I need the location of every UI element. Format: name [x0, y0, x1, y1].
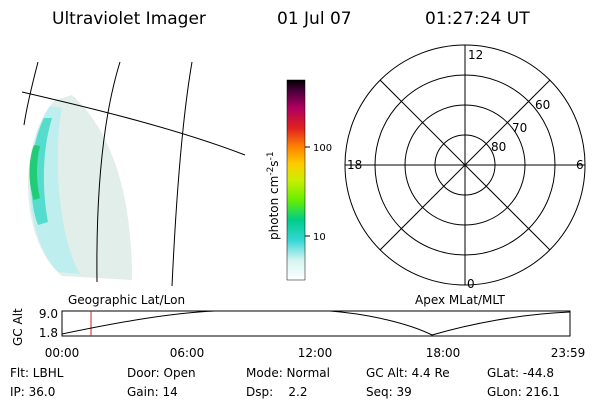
colorbar-tick-label: 100 — [313, 143, 332, 154]
mlt-label: 12 — [468, 48, 483, 62]
strip-y-label: GC Alt — [11, 308, 25, 346]
colorbar — [286, 79, 306, 281]
info-item: Mode: Normal — [246, 366, 330, 380]
strip-x-tick: 18:00 — [426, 346, 461, 360]
info-item: Door: Open — [127, 366, 196, 380]
strip-y-tick: 9.0 — [39, 307, 58, 321]
strip-left-label: Geographic Lat/Lon — [68, 293, 185, 307]
colorbar-unit: photon cm-2s-1 — [266, 151, 281, 240]
mlt-label: 18 — [347, 158, 362, 172]
strip-right-label: Apex MLat/MLT — [415, 293, 505, 307]
strip-x-tick: 23:59 — [551, 346, 586, 360]
aurora-image — [21, 61, 246, 287]
info-item: Gain: 14 — [127, 385, 178, 399]
info-item: IP: 36.0 — [10, 385, 55, 399]
lat-label: 70 — [512, 121, 527, 135]
info-item: GC Alt: 4.4 Re — [366, 366, 450, 380]
strip-x-tick: 12:00 — [298, 346, 333, 360]
altitude-curve — [61, 310, 571, 336]
title: Ultraviolet Imager — [52, 9, 206, 29]
polar-grid — [344, 44, 586, 286]
strip-x-tick: 06:00 — [170, 346, 205, 360]
strip-x-tick: 00:00 — [45, 346, 80, 360]
info-item: Flt: LBHL — [10, 366, 64, 380]
info-item: GLon: 216.1 — [487, 385, 560, 399]
info-item: GLat: -44.8 — [487, 366, 554, 380]
lat-label: 60 — [535, 98, 550, 112]
date: 01 Jul 07 — [277, 9, 352, 29]
strip-frame — [61, 310, 571, 337]
info-panel: Flt: LBHL Door: Open Mode: Normal GC Alt… — [10, 366, 560, 399]
info-item: Dsp: 2.2 — [246, 385, 308, 399]
time: 01:27:24 UT — [425, 9, 530, 29]
info-item: Seq: 39 — [366, 385, 412, 399]
lat-label: 80 — [491, 140, 506, 154]
mlt-label: 0 — [467, 277, 475, 291]
mlt-label: 6 — [576, 158, 584, 172]
strip-y-tick: 1.8 — [39, 326, 58, 340]
colorbar-tick-label: 10 — [313, 232, 326, 243]
